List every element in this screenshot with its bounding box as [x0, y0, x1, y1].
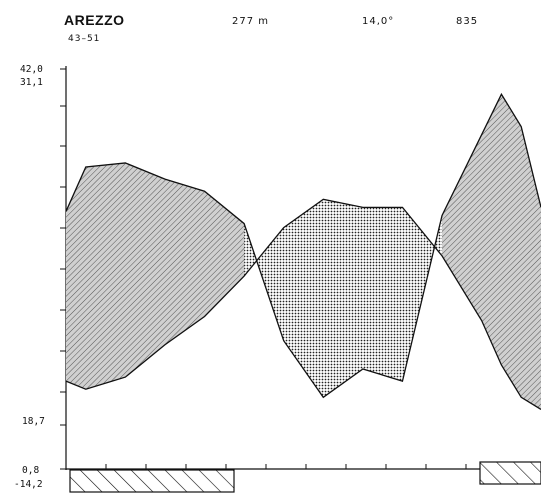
station-name: AREZZO — [64, 12, 125, 28]
frost-bar-winter-start — [69, 469, 235, 493]
annual-precipitation: 835 — [456, 16, 479, 27]
frost-bar-winter-end — [479, 461, 541, 485]
y-label-mean-min-coldest: 18,7 — [22, 416, 45, 427]
y-label-absolute-max: 42,0 — [20, 64, 43, 75]
y-axis — [60, 66, 67, 470]
observation-years: 43–51 — [68, 34, 101, 44]
dry-period-area — [244, 199, 443, 398]
mean-temperature: 14,0° — [362, 16, 395, 27]
x-axis — [66, 464, 541, 470]
altitude: 277 m — [232, 16, 270, 27]
precipitation-curve — [65, 92, 541, 399]
y-label-mean-min: 0,8 — [22, 465, 40, 476]
y-label-mean-max-warmest: 31,1 — [20, 77, 43, 88]
temperature-curve — [65, 198, 541, 410]
y-label-absolute-min: -14,2 — [14, 479, 43, 490]
